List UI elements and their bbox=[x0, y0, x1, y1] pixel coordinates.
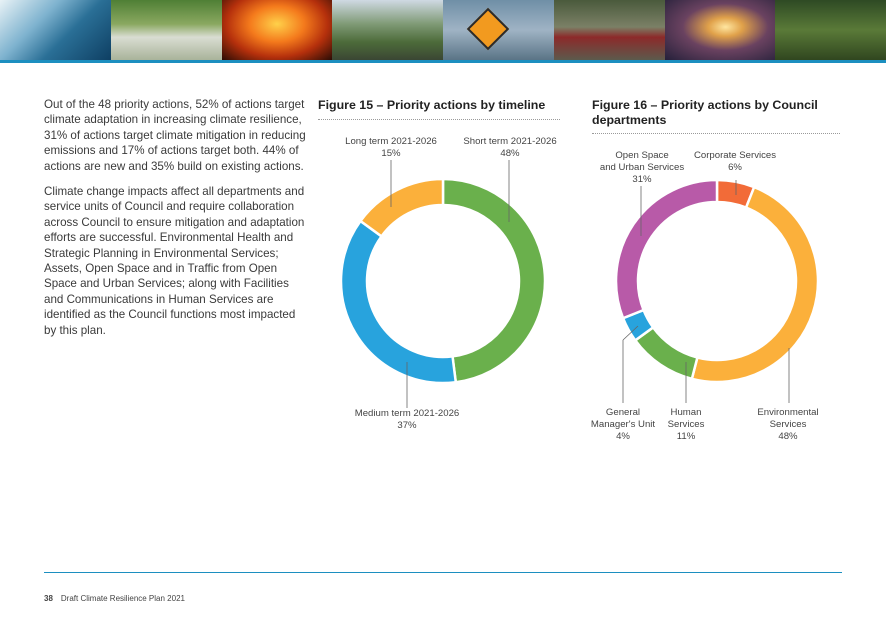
document-title: Draft Climate Resilience Plan 2021 bbox=[60, 594, 185, 603]
label-corporate-services: Corporate Services 6% bbox=[693, 150, 777, 173]
figure-15-title: Figure 15 – Priority actions by timeline bbox=[318, 98, 546, 112]
paragraph-1: Out of the 48 priority actions, 52% of a… bbox=[44, 98, 306, 173]
flood-sign-photo bbox=[443, 0, 554, 60]
header-banner bbox=[0, 0, 886, 60]
footer-divider bbox=[44, 572, 842, 573]
label-short-term: Short term 2021-2026 48% bbox=[463, 136, 557, 159]
house-photo bbox=[110, 0, 222, 60]
label-medium-term: Medium term 2021-2026 37% bbox=[354, 408, 460, 431]
flooded-car-photo bbox=[553, 0, 665, 60]
body-text: Out of the 48 priority actions, 52% of a… bbox=[44, 97, 306, 348]
figure-15-leaders bbox=[390, 160, 510, 408]
bushfire-photo bbox=[221, 0, 333, 60]
lightning-photo bbox=[664, 0, 776, 60]
figure-16-leaders bbox=[622, 180, 790, 403]
page-number: 38 bbox=[44, 594, 53, 603]
banner-divider bbox=[0, 60, 886, 63]
label-human-services: Human Services 11% bbox=[667, 407, 705, 442]
page-footer: 38 Draft Climate Resilience Plan 2021 bbox=[44, 594, 185, 603]
label-environmental-services: Environmental Services 48% bbox=[757, 407, 819, 442]
slice-short-term-2021-2026 bbox=[441, 178, 546, 384]
paragraph-2: Climate change impacts affect all depart… bbox=[44, 185, 305, 337]
timeline-donut-chart bbox=[340, 178, 546, 384]
figure-16-divider bbox=[592, 133, 840, 134]
departments-donut-chart bbox=[615, 179, 819, 383]
label-general-managers-unit: General Manager's Unit 4% bbox=[590, 407, 656, 442]
forest-photo bbox=[775, 0, 886, 60]
wave-photo bbox=[0, 0, 111, 60]
figure-15-divider bbox=[318, 119, 560, 120]
label-open-space: Open Space and Urban Services 31% bbox=[599, 150, 685, 185]
figure-16-title: Figure 16 – Priority actions by Council … bbox=[592, 98, 818, 127]
label-long-term: Long term 2021-2026 15% bbox=[345, 136, 437, 159]
slice-long-term-2021-2026 bbox=[358, 178, 445, 239]
green-building-photo bbox=[332, 0, 443, 60]
